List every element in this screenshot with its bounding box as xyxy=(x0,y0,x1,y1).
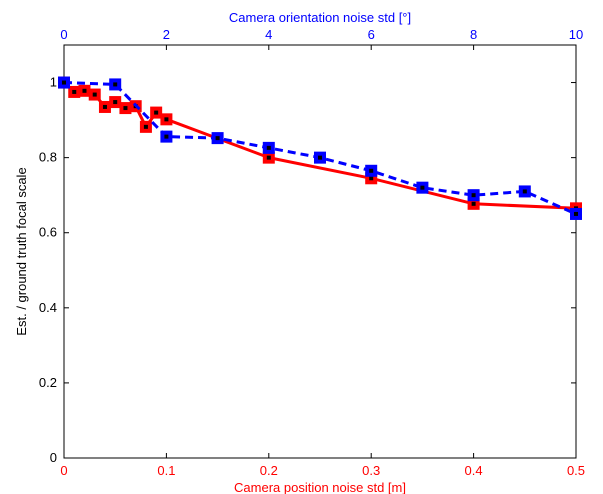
data-point-center xyxy=(420,185,425,190)
data-point-center xyxy=(266,155,271,160)
y-tick-label: 0.8 xyxy=(39,150,57,165)
data-point-center xyxy=(154,110,159,115)
data-point-center xyxy=(72,89,77,94)
plot-frame xyxy=(63,44,577,459)
data-point-center xyxy=(369,176,374,181)
x-tick-label-bottom: 0.5 xyxy=(567,463,585,478)
data-point-center xyxy=(164,134,169,139)
data-point-center xyxy=(113,82,118,87)
data-point-center xyxy=(369,168,374,173)
data-point-center xyxy=(123,106,128,111)
x-tick-label-top: 8 xyxy=(470,27,477,42)
x-tick-label-bottom: 0.2 xyxy=(260,463,278,478)
data-point-center xyxy=(318,155,322,160)
x-tick-label-top: 2 xyxy=(163,27,170,42)
x-tick-label-bottom: 0 xyxy=(60,463,67,478)
x-tick-label-bottom: 0.3 xyxy=(362,463,380,478)
data-point-center xyxy=(522,189,527,194)
data-point-center xyxy=(471,201,476,206)
data-point-center xyxy=(92,92,97,97)
data-point-center xyxy=(574,211,578,216)
data-point-center xyxy=(266,145,271,150)
x-tick-label-top: 4 xyxy=(265,27,272,42)
data-point-center xyxy=(164,117,169,122)
x-tick-label-bottom: 0.4 xyxy=(465,463,483,478)
x-tick-label-bottom: 0.1 xyxy=(157,463,175,478)
y-axis-label: Est. / ground truth focal scale xyxy=(14,167,29,335)
data-point-center xyxy=(143,124,148,129)
y-tick-label: 0.4 xyxy=(39,300,57,315)
y-tick-label: 0.6 xyxy=(39,225,57,240)
x-tick-label-top: 10 xyxy=(569,27,583,42)
data-point-center xyxy=(62,80,66,85)
x-tick-label-top: 0 xyxy=(60,27,67,42)
data-point-center xyxy=(471,193,476,198)
bottom-axis-label: Camera position noise std [m] xyxy=(234,480,406,494)
data-point-center xyxy=(102,104,107,109)
data-point-center xyxy=(215,136,220,141)
y-tick-label: 0 xyxy=(50,450,57,465)
x-tick-label-top: 6 xyxy=(368,27,375,42)
top-axis-label: Camera orientation noise std [°] xyxy=(229,10,411,25)
data-point-center xyxy=(82,88,87,93)
data-point-center xyxy=(113,100,118,105)
y-tick-label: 0.2 xyxy=(39,375,57,390)
y-tick-label: 1 xyxy=(50,75,57,90)
